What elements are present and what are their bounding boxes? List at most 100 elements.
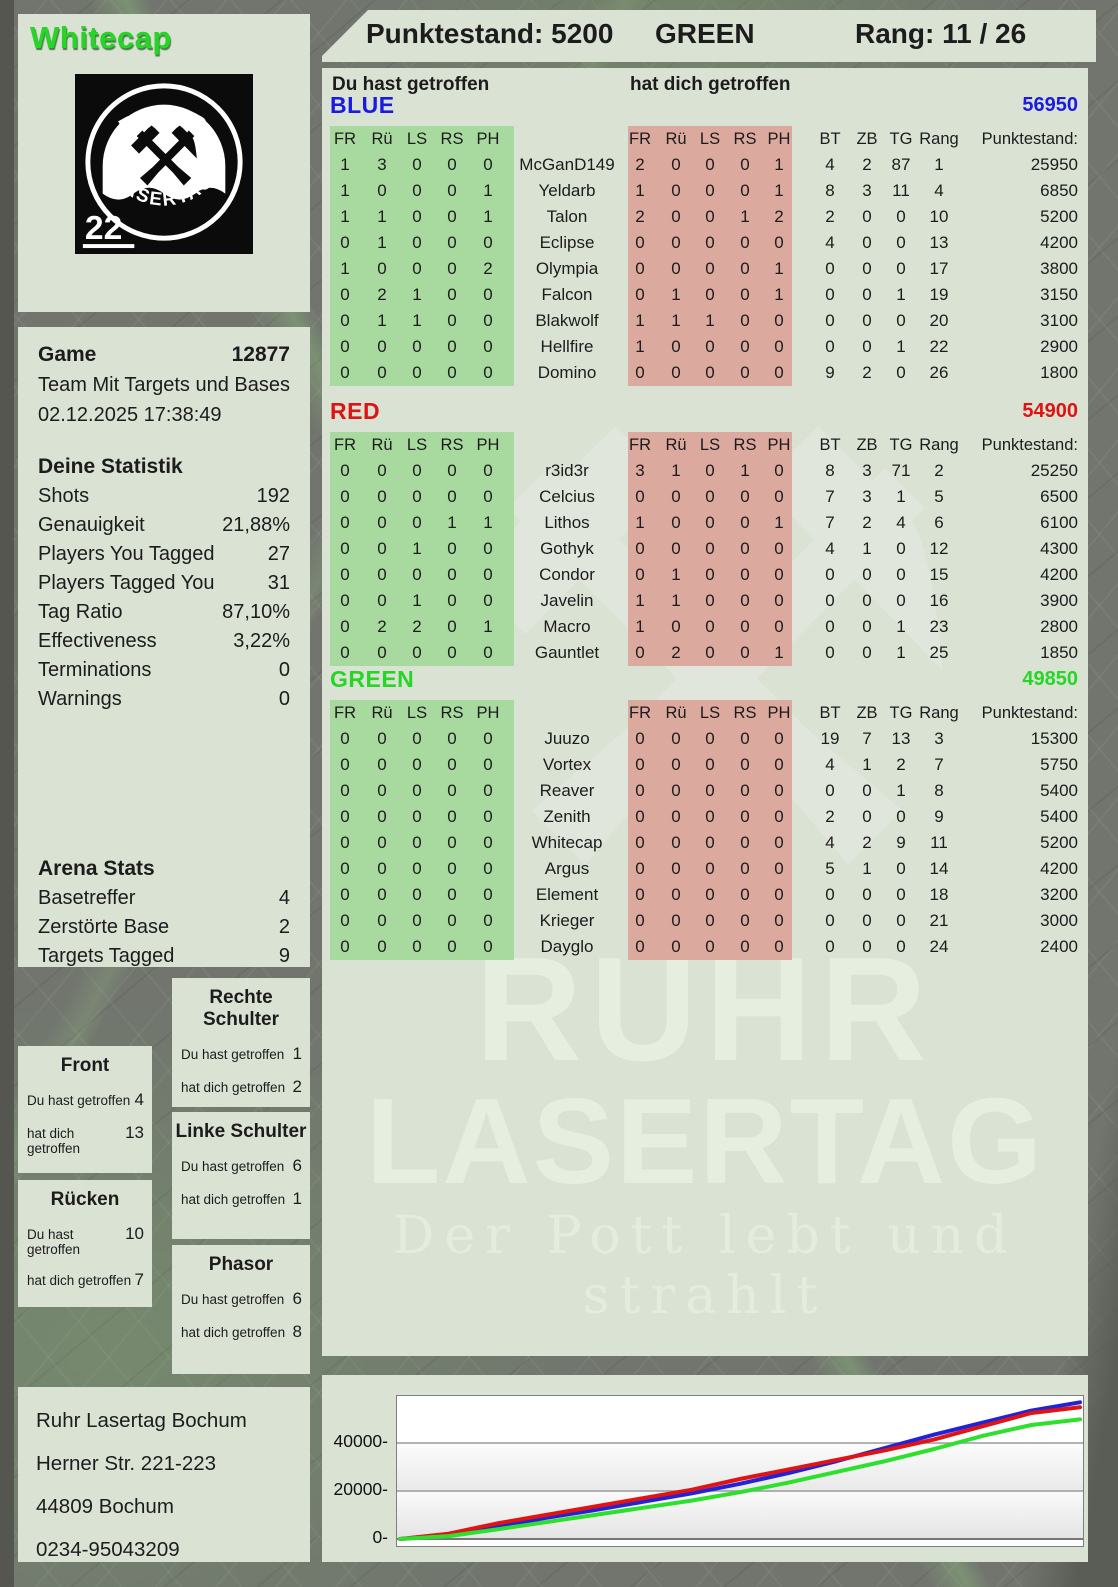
col-header-them-RS: RS [733,130,757,148]
hit-you-value: 2 [635,207,645,226]
zb-value: 0 [862,807,872,826]
player-row: 0 0 0 0 0 Condor 0 1 0 0 0 0 0 0 15 4200 [322,562,1088,588]
statistik-label: Shots [38,485,90,507]
hit-you-value: 0 [705,911,715,930]
deine-statistik-rows: Shots 192 Genauigkeit 21,88% Players You Tag… [38,482,290,714]
you-hit-value: 0 [447,181,457,200]
you-hit-value: 0 [412,565,422,584]
you-hit-value: 0 [447,755,457,774]
col-header-punktestand: Punktestand: [981,436,1078,454]
team-name: BLUE [330,92,395,118]
zb-value: 0 [862,337,872,356]
you-hit-value: 0 [483,363,493,382]
hit-you-value: 0 [740,617,750,636]
you-hit-value: 0 [340,337,350,356]
tg-value: 0 [896,363,906,382]
zone-you-value: 1 [292,1044,302,1063]
player-name: Vortex [542,755,592,774]
player-name: Lithos [544,513,590,532]
zone-them-value: 7 [134,1270,144,1289]
col-header-tg: TG [889,704,913,722]
player-name: Krieger [539,911,595,930]
tg-value: 71 [891,461,911,480]
you-hit-value: 0 [447,259,457,278]
tg-value: 0 [896,911,906,930]
player-name: Whitecap [30,20,172,55]
you-hit-value: 0 [412,337,422,356]
team-section-red: RED 54900 FR Rü LS RS PH FR Rü LS RS PH BT ZB TG Rang Pu… [322,398,1088,666]
you-hit-value: 0 [483,461,493,480]
hit-you-value: 0 [774,363,784,382]
statistik-row: Tag Ratio 87,10% [38,598,290,627]
col-header-rang: Rang [919,130,959,148]
hit-you-value: 0 [671,885,681,904]
player-row: 1 0 0 0 2 Olympia 0 0 0 0 1 0 0 0 17 3800 [322,256,1088,282]
watermark-lasertag: LASERTAG [366,1073,1044,1209]
statistik-label: Tag Ratio [38,601,123,623]
player-row: 1 1 0 0 1 Talon 2 0 0 1 2 2 0 0 10 5200 [322,204,1088,230]
points-value: 4200 [1040,565,1078,584]
you-hit-value: 0 [447,807,457,826]
hit-you-value: 0 [705,859,715,878]
col-header-you-Rü: Rü [371,130,393,148]
zb-value: 1 [862,539,872,558]
hit-you-value: 0 [635,233,645,252]
bt-value: 4 [825,755,835,774]
player-name: Eclipse [539,233,595,252]
col-header-them-PH: PH [767,130,791,148]
you-hit-value: 0 [412,911,422,930]
col-header-bt: BT [819,704,841,722]
statistik-value: 27 [267,543,290,565]
you-hit-value: 2 [377,285,387,304]
zone-them-value: 8 [292,1322,302,1341]
rang-value: 14 [929,859,949,878]
hit-you-value: 0 [774,885,784,904]
hit-you-value: 0 [740,781,750,800]
team-section-blue: BLUE 56950 FR Rü LS RS PH FR Rü LS RS PH BT ZB TG Rang P… [322,92,1088,386]
address-panel: Ruhr Lasertag Bochum Herner Str. 221-223 4… [18,1387,310,1562]
zb-value: 2 [862,363,872,382]
player-name: Argus [544,859,590,878]
rang-value: 9 [934,807,944,826]
hit-you-value: 0 [774,911,784,930]
points-value: 3900 [1040,591,1078,610]
hit-you-value: 0 [774,859,784,878]
col-header-zb: ZB [856,436,878,454]
hit-you-value: 0 [635,565,645,584]
col-header-you-PH: PH [476,130,500,148]
points-value: 2900 [1040,337,1078,356]
zb-value: 0 [862,285,872,304]
statistik-value: 0 [278,688,290,710]
you-hit-value: 0 [483,729,493,748]
zone-them-row: hat dich getroffen 2 [172,1077,310,1097]
zone-them-row: hat dich getroffen 1 [172,1189,310,1209]
statistik-row: Warnings 0 [38,685,290,714]
you-hit-value: 1 [377,207,387,226]
hit-you-value: 0 [705,729,715,748]
player-name: Juuzo [544,729,590,748]
team-name: RED [330,398,381,424]
you-hit-value: 2 [377,617,387,636]
you-hit-value: 0 [447,311,457,330]
statistik-label: Genauigkeit [38,514,145,536]
you-hit-value: 1 [483,617,493,636]
you-hit-value: 0 [483,233,493,252]
zone-ruecken: Rücken Du hast getroffen 10 hat dich getrof… [18,1180,152,1307]
hit-you-value: 2 [635,155,645,174]
zb-value: 2 [862,833,872,852]
hit-you-value: 0 [740,181,750,200]
hit-you-value: 0 [671,233,681,252]
zb-value: 2 [862,513,872,532]
hit-you-value: 0 [705,487,715,506]
statistik-value: 87,10% [222,601,290,623]
column-header-row: FR Rü LS RS PH FR Rü LS RS PH BT ZB TG Rang Punktestan… [322,432,1088,458]
tg-value: 2 [896,755,906,774]
hit-you-value: 0 [774,937,784,956]
you-hit-value: 3 [377,155,387,174]
column-header-row: FR Rü LS RS PH FR Rü LS RS PH BT ZB TG Rang Punktestan… [322,700,1088,726]
col-header-you-RS: RS [440,704,464,722]
col-header-them-LS: LS [699,130,721,148]
hit-you-value: 0 [740,363,750,382]
you-hit-value: 0 [412,781,422,800]
you-hit-value: 0 [483,591,493,610]
